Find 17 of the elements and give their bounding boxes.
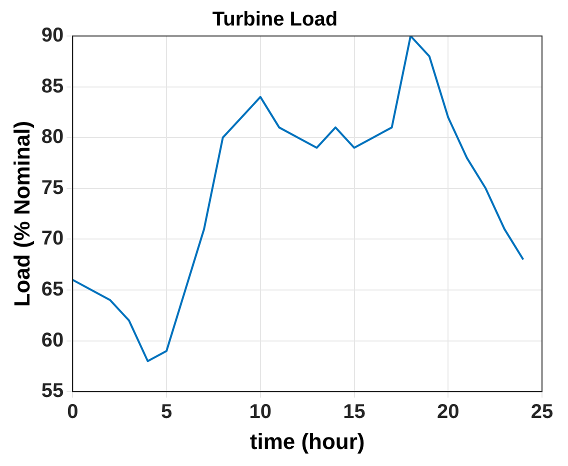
y-tick-label: 80: [41, 126, 64, 148]
y-tick-label: 70: [41, 228, 64, 250]
x-tick-label: 0: [67, 401, 78, 424]
y-axis-title: Load (% Nominal): [9, 120, 34, 307]
y-tick-label: 85: [41, 75, 64, 98]
x-tick-label: 5: [160, 401, 172, 424]
x-tick-label: 25: [530, 401, 554, 424]
x-tick-label: 15: [343, 401, 366, 424]
chart-title: Turbine Load: [212, 8, 338, 31]
x-tick-label: 20: [437, 401, 460, 424]
x-tick-label: 10: [249, 401, 272, 424]
y-tick-label: 90: [41, 24, 64, 47]
y-tick-label: 65: [41, 278, 64, 301]
y-tick-label: 75: [41, 176, 64, 199]
y-tick-label: 60: [41, 329, 64, 352]
y-tick-label: 55: [41, 380, 64, 402]
x-axis-title: time (hour): [250, 428, 365, 454]
